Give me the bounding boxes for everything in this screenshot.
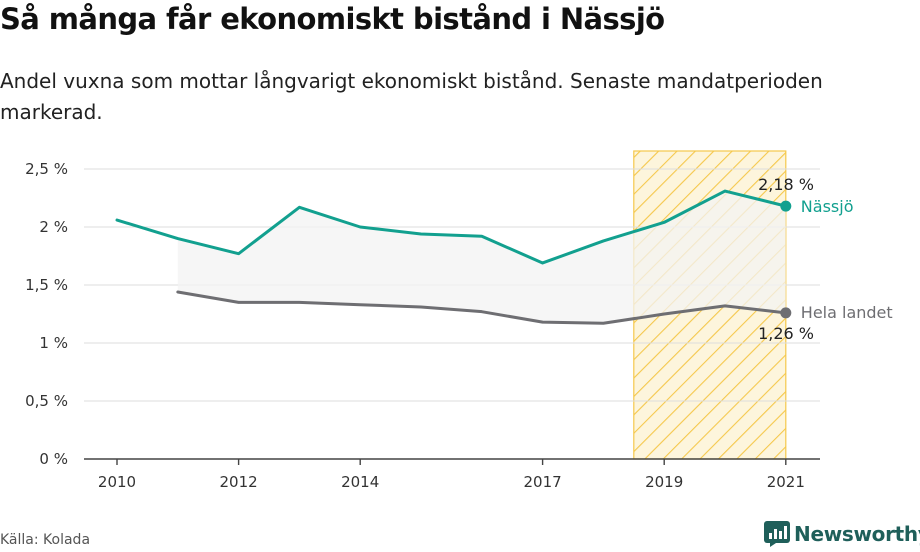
chart-title: Så många får ekonomiskt bistånd i Nässjö bbox=[0, 2, 665, 36]
series-line-nassjo bbox=[115, 189, 788, 265]
data-point-hela-landet bbox=[480, 310, 483, 313]
newsworthy-logo-icon bbox=[764, 521, 790, 547]
end-value-label-nassjo: 2,18 % bbox=[758, 175, 814, 194]
x-tick-label: 2010 bbox=[98, 473, 136, 491]
source-note: Källa: Kolada bbox=[0, 532, 91, 548]
data-point-nassjo bbox=[663, 221, 666, 224]
data-point-hela-landet bbox=[723, 304, 726, 307]
brand-name: Newsworthy bbox=[794, 522, 920, 546]
data-point-hela-landet bbox=[419, 305, 422, 308]
y-tick-label: 1 % bbox=[39, 334, 68, 352]
series-line-hela-landet bbox=[176, 290, 788, 325]
data-point-nassjo bbox=[602, 239, 605, 242]
x-tick-label: 2012 bbox=[220, 473, 258, 491]
data-point-hela-landet bbox=[602, 322, 605, 325]
series-label-nassjo: Nässjö bbox=[801, 197, 854, 216]
data-point-nassjo bbox=[480, 235, 483, 238]
x-tick-label: 2021 bbox=[767, 473, 805, 491]
data-point-nassjo bbox=[541, 261, 544, 264]
difference-band bbox=[177, 191, 786, 324]
data-point-nassjo bbox=[359, 225, 362, 228]
y-tick-label: 0 % bbox=[39, 450, 68, 468]
data-point-nassjo bbox=[723, 189, 726, 192]
data-point-nassjo bbox=[237, 252, 240, 255]
data-point-hela-landet bbox=[176, 290, 179, 293]
data-point-hela-landet bbox=[237, 301, 240, 304]
line-chart: 0 % 0,5 % 1 % 1,5 % 2 % 2,5 % 2010 2012 2014 201… bbox=[25, 150, 893, 491]
data-point-nassjo bbox=[298, 206, 301, 209]
data-point-nassjo-end bbox=[780, 200, 792, 212]
data-point-hela-landet bbox=[298, 301, 301, 304]
data-point-hela-landet bbox=[359, 303, 362, 306]
chart-subtitle: Andel vuxna som mottar långvarigt ekonom… bbox=[0, 69, 823, 124]
x-tick-label: 2014 bbox=[341, 473, 379, 491]
data-point-hela-landet bbox=[663, 312, 666, 315]
newsworthy-logo: Newsworthy bbox=[764, 521, 920, 547]
data-point-nassjo bbox=[176, 237, 179, 240]
data-point-nassjo bbox=[419, 232, 422, 235]
end-value-label-hela-landet: 1,26 % bbox=[758, 324, 814, 343]
x-tick-label: 2019 bbox=[645, 473, 683, 491]
y-tick-label: 1,5 % bbox=[25, 276, 68, 294]
data-point-nassjo bbox=[115, 218, 118, 221]
data-point-hela-landet bbox=[541, 321, 544, 324]
x-tick-label: 2017 bbox=[524, 473, 562, 491]
y-tick-label: 0,5 % bbox=[25, 392, 68, 410]
data-point-hela-landet-end bbox=[780, 307, 792, 319]
y-tick-label: 2 % bbox=[39, 218, 68, 236]
series-label-hela-landet: Hela landet bbox=[801, 303, 893, 322]
y-tick-label: 2,5 % bbox=[25, 160, 68, 178]
